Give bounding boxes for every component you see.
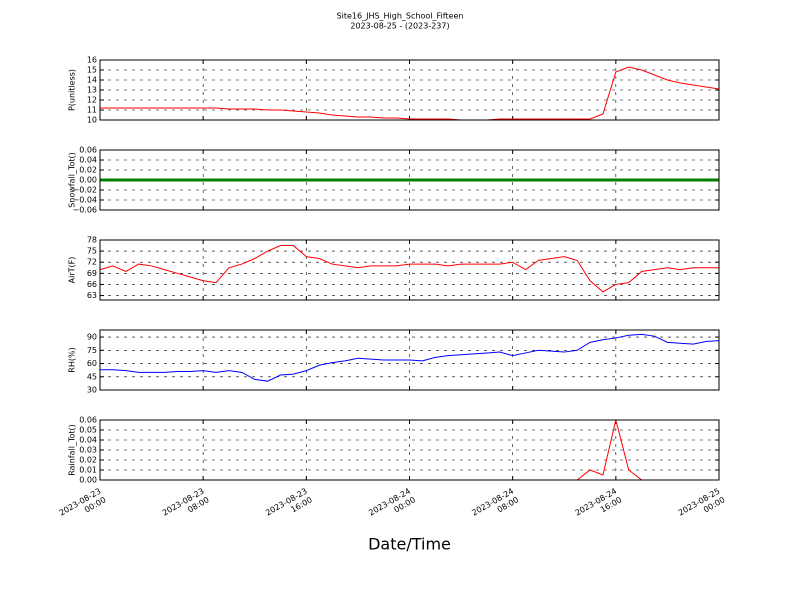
x-tick-label: 2023-08-2316:00 <box>264 486 314 526</box>
y-tick-label: −0.04 <box>72 196 97 205</box>
y-tick-label: 15 <box>87 66 97 75</box>
y-tick-label: 0.04 <box>79 436 97 445</box>
axes-frame <box>99 149 720 211</box>
y-tick-label: 10 <box>87 116 97 125</box>
x-tick-label: 2023-08-2416:00 <box>573 486 623 526</box>
y-axis-label: AirT(F) <box>68 257 77 284</box>
axes-frame <box>99 329 720 391</box>
y-tick-label: 72 <box>87 258 97 267</box>
y-tick-label: 69 <box>87 269 97 278</box>
axes-frame <box>99 239 720 301</box>
x-tick-label: 2023-08-2500:00 <box>676 486 726 526</box>
y-tick-label: 45 <box>87 372 97 381</box>
y-tick-label: 0.06 <box>79 416 97 425</box>
y-tick-label: −0.06 <box>72 206 97 215</box>
y-tick-label: 75 <box>87 247 97 256</box>
y-tick-label: 0.01 <box>79 466 97 475</box>
y-tick-label: 0.05 <box>79 426 97 435</box>
y-tick-label: 11 <box>87 106 97 115</box>
y-axis-label: Rainfall_Tot() <box>68 424 77 476</box>
y-tick-label: 0.02 <box>79 456 97 465</box>
y-tick-label: 66 <box>87 280 97 289</box>
data-line <box>99 245 719 293</box>
y-tick-label: 16 <box>87 56 97 65</box>
data-line <box>100 333 720 382</box>
axes-frame <box>99 59 720 121</box>
chart-title: Site16_JHS_High_School_Fifteen <box>337 12 464 21</box>
y-axis-label: Snowfall_Tot() <box>68 152 77 208</box>
y-tick-label: 60 <box>87 359 97 368</box>
data-line <box>100 66 720 121</box>
axes-frame <box>99 419 720 481</box>
x-axis-label: Date/Time <box>368 535 451 554</box>
chart-subtitle: 2023-08-25 - (2023-237) <box>350 22 449 31</box>
y-axis-label: RH(%) <box>68 347 77 372</box>
x-tick-label: 2023-08-2400:00 <box>367 486 417 526</box>
y-tick-label: 0.06 <box>79 146 97 155</box>
y-tick-label: 30 <box>87 386 97 395</box>
y-tick-label: 75 <box>87 346 97 355</box>
y-tick-label: 0.03 <box>79 446 97 455</box>
y-tick-label: 0.04 <box>79 156 97 165</box>
y-tick-label: 14 <box>87 76 97 85</box>
y-tick-label: 0.00 <box>79 176 97 185</box>
x-tick-label: 2023-08-2408:00 <box>470 486 520 526</box>
x-tick-label: 2023-08-2300:00 <box>57 486 107 526</box>
y-tick-label: −0.02 <box>72 186 97 195</box>
y-tick-label: 0.00 <box>79 476 97 485</box>
y-tick-label: 90 <box>87 333 97 342</box>
x-tick-label: 2023-08-2308:00 <box>161 486 211 526</box>
y-tick-label: 12 <box>87 96 97 105</box>
y-tick-label: 63 <box>87 291 97 300</box>
y-axis-label: P(unitless) <box>68 69 77 111</box>
y-tick-label: 13 <box>87 86 97 95</box>
y-tick-label: 78 <box>87 236 97 245</box>
y-tick-label: 0.02 <box>79 166 97 175</box>
